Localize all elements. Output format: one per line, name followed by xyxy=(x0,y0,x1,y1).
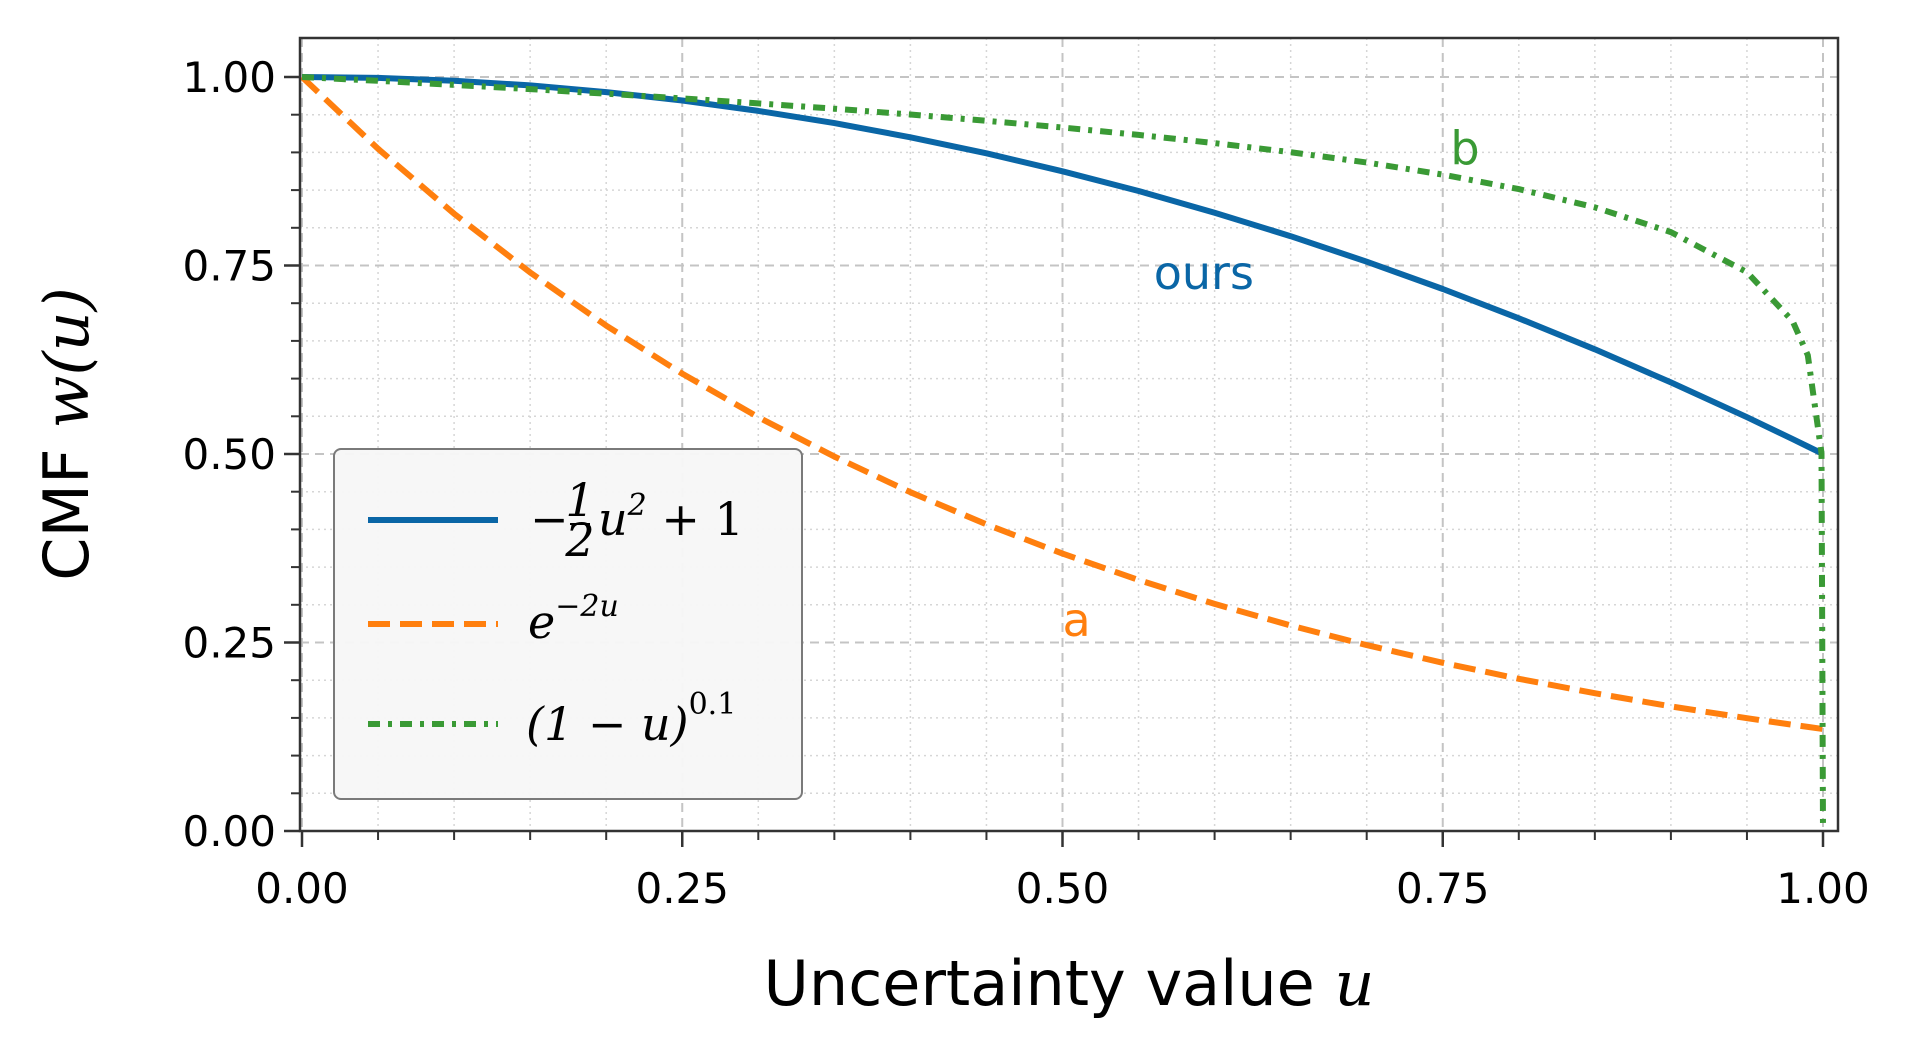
y-tick-label: 1.00 xyxy=(182,53,276,102)
x-axis-title-text: Uncertainty value xyxy=(764,947,1315,1020)
y-tick-label: 0.00 xyxy=(182,807,276,856)
legend: − 1 2 u2 + 1 e−2u (1 − u)0.1 xyxy=(333,448,803,800)
x-tick-label: 0.50 xyxy=(1016,864,1110,913)
legend-power-sup: 0.1 xyxy=(689,687,737,722)
legend-exponential-base: e xyxy=(528,595,555,649)
legend-label-power: (1 − u)0.1 xyxy=(526,687,736,751)
legend-quadratic-u: u xyxy=(598,492,628,546)
legend-label-quadratic-rest: u2 + 1 xyxy=(598,488,744,546)
annotation-ours: ours xyxy=(1154,246,1254,300)
series-line-2 xyxy=(301,74,1826,832)
legend-quadratic-sup: 2 xyxy=(627,488,647,523)
y-axis-title-text: CMF xyxy=(30,448,103,580)
annotation-a: a xyxy=(1063,593,1091,647)
series-layer xyxy=(299,74,1826,832)
plot-frame xyxy=(298,36,1840,833)
x-tick-label: 0.75 xyxy=(1396,864,1490,913)
y-tick-label: 0.50 xyxy=(182,430,276,479)
ticks-layer: 0.00 0.25 0.50 0.75 1.00 0.00 0.25 0.50 0.75 1.00 xyxy=(182,53,1869,913)
y-axis-title: CMF w(u) xyxy=(30,287,103,581)
legend-quadratic-tail: + 1 xyxy=(647,492,744,546)
annotation-layer: ours a b xyxy=(1063,122,1480,647)
y-tick-label: 0.75 xyxy=(182,242,276,291)
legend-exponential-sup: −2u xyxy=(555,589,619,624)
x-tick-label: 0.00 xyxy=(255,864,349,913)
x-tick-label: 1.00 xyxy=(1776,864,1870,913)
legend-label-exponential: e−2u xyxy=(528,589,619,649)
annotation-b: b xyxy=(1450,122,1479,176)
legend-quadratic-frac-den: 2 xyxy=(564,513,594,567)
legend-label-quadratic: − xyxy=(530,492,569,546)
series-line-1 xyxy=(299,74,1825,732)
legend-box xyxy=(333,448,803,800)
y-axis-title-math: w(u) xyxy=(30,287,103,428)
x-axis-title-math: u xyxy=(1335,947,1375,1020)
legend-power-base: (1 − u) xyxy=(526,697,689,751)
legend-quadratic-minus: − xyxy=(530,492,569,546)
x-tick-label: 0.25 xyxy=(635,864,729,913)
x-axis-title: Uncertainty value u xyxy=(764,947,1375,1020)
y-tick-label: 0.25 xyxy=(182,619,276,668)
legend-quadratic-frac-num: 1 xyxy=(565,473,594,527)
